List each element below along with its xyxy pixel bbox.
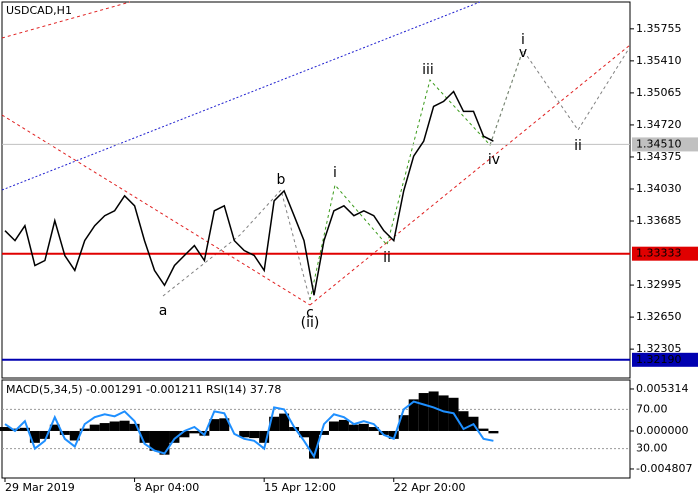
macd-bar (189, 430, 200, 434)
level-label: 1.33333 (636, 247, 682, 260)
y-tick-label: 1.34030 (636, 182, 682, 195)
trend-lines (1, 1, 631, 306)
channel-line (1, 1, 481, 191)
y-tick-label: -0.004807 (636, 462, 692, 475)
macd-bar (59, 430, 70, 435)
wave-label: i (521, 32, 525, 48)
y-tick-label: 1.32995 (636, 278, 682, 291)
macd-bar (159, 430, 170, 455)
macd-bar (328, 421, 339, 431)
macd-bar (149, 430, 160, 451)
macd-bar (309, 430, 319, 459)
macd-bar (269, 416, 280, 431)
wave-label: ii (383, 250, 391, 266)
macd-bar (19, 427, 30, 431)
macd-bar (368, 427, 379, 431)
macd-bar (478, 428, 489, 431)
forecast-line (489, 48, 629, 146)
level-label-box (632, 352, 698, 367)
x-tick-label: 15 Apr 12:00 (264, 481, 336, 494)
macd-bar (299, 430, 310, 438)
y-tick-label: 1.33685 (636, 214, 682, 227)
macd-bar (388, 430, 399, 439)
y-tick-label: 1.32650 (636, 310, 682, 323)
indicator-title: MACD(5,34,5) -0.001291 -0.001211 RSI(14)… (6, 383, 281, 396)
wave-line (309, 49, 524, 301)
macd-bar (398, 415, 409, 431)
macd-bar (119, 420, 130, 431)
macd-bar (249, 430, 260, 439)
macd-bar (259, 430, 270, 443)
channel-line (1, 114, 311, 306)
macd-bar (89, 424, 100, 431)
macd-bar (49, 424, 60, 431)
macd-bar (79, 428, 90, 431)
macd-bar (69, 430, 80, 441)
wave-label: c (306, 305, 314, 321)
y-tick-label: 1.35065 (636, 86, 682, 99)
level-label: 1.34510 (636, 137, 682, 150)
wave-label: ii (574, 138, 582, 154)
macd-bar (408, 399, 419, 431)
macd-bar (129, 423, 140, 431)
macd-bar (428, 391, 439, 431)
level-label-box (632, 137, 698, 152)
chart-title: USDCAD,H1 (6, 4, 72, 17)
y2-tick-label: 70.00 (636, 402, 668, 415)
macd-bar (39, 430, 50, 439)
macd-bar (29, 430, 40, 443)
macd-bar (338, 419, 349, 431)
wave-label: (ii) (301, 315, 320, 331)
macd-bar (358, 423, 369, 431)
macd-bar (209, 419, 220, 431)
macd-bar (289, 427, 300, 431)
wave-label: a (159, 303, 168, 319)
y-tick-label: 1.34375 (636, 150, 682, 163)
x-tick-label: 29 Mar 2019 (5, 481, 75, 494)
macd-bar (348, 424, 359, 431)
macd-bar (219, 418, 230, 431)
macd-bar (0, 427, 10, 431)
macd-bar (109, 421, 120, 431)
level-label-box (632, 246, 698, 261)
price-line (4, 90, 494, 296)
wave-label: i (333, 165, 337, 181)
y-tick-label: 1.35755 (636, 22, 682, 35)
rsi-line (4, 400, 494, 459)
y-tick-label: 0.000000 (636, 424, 689, 437)
macd-bar (458, 411, 469, 431)
level-label: 1.32190 (636, 353, 682, 366)
y2-tick-label: 30.00 (636, 442, 668, 455)
wave-label: b (277, 172, 286, 188)
macd-bar (279, 413, 290, 431)
channel-line (309, 44, 631, 306)
macd-bar (99, 423, 110, 431)
channel-line (1, 1, 131, 39)
y-tick-label: 0.005314 (636, 382, 689, 395)
macd-bar (438, 395, 449, 431)
macd-bar (488, 430, 499, 434)
x-tick-label: 22 Apr 20:00 (394, 481, 466, 494)
y-tick-label: 1.34720 (636, 118, 682, 131)
wave-label: iii (422, 62, 434, 78)
macd-bar (139, 430, 150, 443)
y-tick-label: 1.35410 (636, 54, 682, 67)
macd-bar (179, 430, 190, 438)
wave-label: iv (488, 152, 500, 168)
x-tick-label: 8 Apr 04:00 (135, 481, 200, 494)
macd-bar (169, 430, 180, 443)
y-tick-label: 1.32305 (636, 342, 682, 355)
macd-bar (418, 393, 429, 431)
wave-label: v (519, 45, 527, 61)
macd-bar (318, 430, 329, 435)
wave-line (162, 188, 311, 301)
macd-bar (378, 430, 389, 435)
macd-bar (239, 430, 250, 438)
